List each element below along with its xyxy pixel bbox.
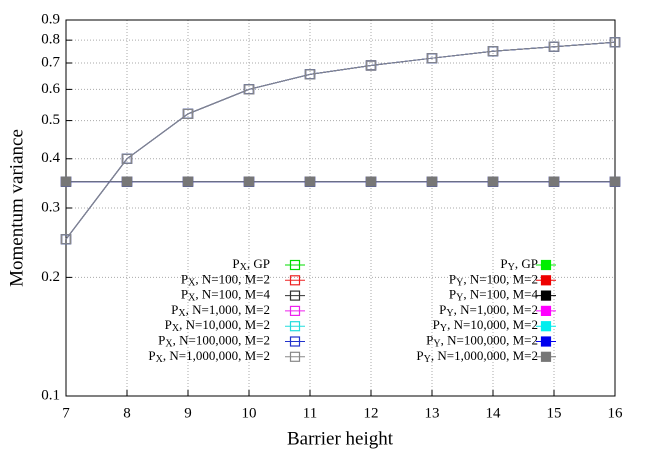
legend-marker	[540, 275, 552, 286]
marker	[304, 176, 316, 187]
marker	[243, 176, 255, 187]
marker	[182, 108, 194, 119]
legend-marker	[289, 321, 301, 332]
legend-marker	[289, 305, 301, 316]
legend-entry: PX, N=10,000, M=2	[165, 317, 305, 334]
marker	[182, 176, 194, 187]
y-tick-label: 0.9	[41, 11, 60, 27]
x-tick-label: 9	[184, 405, 192, 421]
x-axis-label: Barrier height	[287, 428, 394, 449]
plot-frame	[65, 19, 616, 397]
series-line	[65, 41, 616, 240]
legend-label: PY, N=100, M=2	[449, 271, 538, 288]
y-tick-label: 0.7	[41, 54, 60, 70]
legend-label: PX, N=1,000,000, M=2	[148, 348, 270, 365]
marker	[548, 41, 560, 52]
legend-label: PX, N=10,000, M=2	[165, 317, 270, 334]
legend-entry: PY, N=100,000, M=2	[426, 332, 556, 350]
series-line	[65, 41, 616, 240]
legend-marker	[540, 290, 552, 301]
legend-marker	[289, 336, 301, 347]
marker	[243, 84, 255, 95]
legend-label: PY, N=10,000, M=2	[433, 317, 538, 334]
x-tick-label: 7	[62, 405, 70, 421]
y-axis-label: Momentum variance	[6, 129, 27, 287]
legend-marker	[540, 259, 552, 271]
marker	[365, 176, 377, 187]
legend-label: PX, N=100, M=2	[181, 271, 270, 288]
legend-label: PX, N=100,000, M=2	[158, 332, 270, 349]
series-line	[65, 41, 616, 240]
legend-entry: PY, N=1,000,000, M=2	[416, 348, 556, 365]
marker	[304, 69, 316, 80]
marker	[60, 176, 72, 187]
legend-marker	[540, 305, 552, 316]
marker	[365, 60, 377, 71]
legend-label: PY, GP	[500, 256, 538, 273]
marker	[426, 53, 438, 64]
legend-marker	[540, 336, 552, 347]
x-tick-label: 16	[608, 405, 624, 421]
marker	[609, 37, 621, 48]
y-tick-label: 0.2	[41, 269, 60, 285]
marker	[121, 176, 133, 187]
x-tick-label: 15	[547, 405, 562, 421]
legend-entry: PX, N=1,000, M=2	[171, 302, 305, 319]
legend-marker	[540, 351, 552, 362]
y-tick-label: 0.1	[41, 387, 60, 403]
legend-entry: PX, N=100, M=4	[181, 287, 305, 304]
legend-marker	[289, 351, 301, 362]
x-tick-label: 13	[425, 405, 440, 421]
series-line	[65, 41, 616, 240]
legend-label: PY, N=100,000, M=2	[426, 332, 538, 349]
legend-marker	[289, 275, 301, 286]
legend-label: PY, N=100, M=4	[449, 287, 539, 304]
legend-marker	[540, 321, 552, 332]
marker	[426, 176, 438, 187]
y-tick-label: 0.5	[41, 112, 60, 128]
series-line	[65, 41, 616, 240]
legend-entry: PX, N=100,000, M=2	[158, 332, 305, 350]
marker	[548, 176, 560, 187]
legend-marker	[289, 259, 301, 271]
y-tick-label: 0.8	[41, 32, 60, 48]
marker	[487, 46, 499, 57]
series-line	[65, 41, 616, 240]
legend-entry: PX, N=100, M=2	[181, 271, 305, 289]
marker	[60, 234, 72, 245]
legend-entry: PY, N=10,000, M=2	[433, 317, 556, 334]
legend-entry: PY, N=100, M=4	[449, 287, 556, 304]
legend-label: PY, N=1,000, M=2	[439, 302, 538, 319]
y-tick-label: 0.6	[41, 81, 60, 97]
x-tick-label: 14	[486, 405, 502, 421]
legend-label: PY, N=1,000,000, M=2	[416, 348, 538, 365]
legend-entry: PY, N=1,000, M=2	[439, 302, 556, 319]
legend-entry: PY, GP	[500, 256, 556, 273]
marker	[121, 153, 133, 164]
legend-label: PX, N=100, M=4	[181, 287, 271, 304]
series-line	[65, 41, 616, 240]
legend-entry: PY, N=100, M=2	[449, 271, 556, 289]
legend-entry: PX, GP	[232, 256, 305, 273]
x-tick-label: 11	[303, 405, 317, 421]
y-tick-label: 0.4	[41, 150, 60, 166]
marker	[487, 176, 499, 187]
x-tick-label: 12	[364, 405, 379, 421]
legend-entry: PX, N=1,000,000, M=2	[148, 348, 305, 365]
x-tick-label: 10	[242, 405, 257, 421]
legend-label: PX, N=1,000, M=2	[171, 302, 270, 319]
legend-label: PX, GP	[232, 256, 270, 273]
y-tick-label: 0.3	[41, 199, 60, 215]
legend-marker	[289, 290, 301, 301]
x-tick-label: 8	[123, 405, 131, 421]
marker	[609, 176, 621, 187]
